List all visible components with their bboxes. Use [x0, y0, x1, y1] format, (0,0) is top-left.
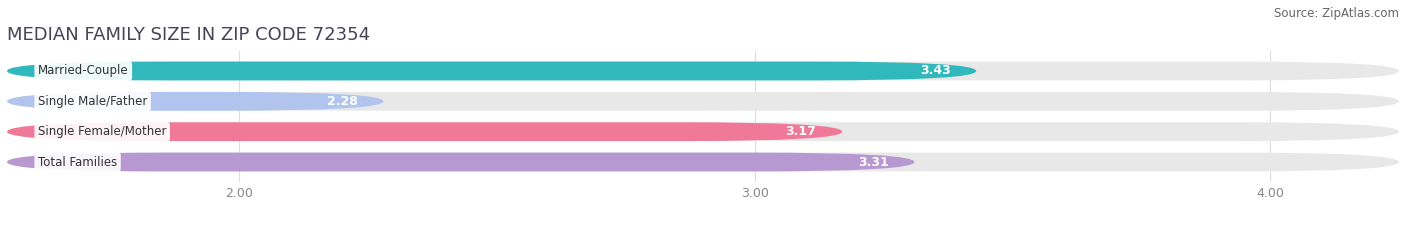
FancyBboxPatch shape	[7, 62, 1399, 80]
Text: MEDIAN FAMILY SIZE IN ZIP CODE 72354: MEDIAN FAMILY SIZE IN ZIP CODE 72354	[7, 26, 370, 44]
Text: 3.43: 3.43	[920, 65, 950, 78]
Text: 2.28: 2.28	[326, 95, 357, 108]
Text: Single Male/Father: Single Male/Father	[38, 95, 148, 108]
FancyBboxPatch shape	[7, 92, 384, 111]
Text: Married-Couple: Married-Couple	[38, 65, 128, 78]
Text: Source: ZipAtlas.com: Source: ZipAtlas.com	[1274, 7, 1399, 20]
FancyBboxPatch shape	[7, 92, 1399, 111]
Text: Total Families: Total Families	[38, 155, 117, 168]
FancyBboxPatch shape	[7, 122, 842, 141]
Text: 3.17: 3.17	[786, 125, 817, 138]
Text: Single Female/Mother: Single Female/Mother	[38, 125, 166, 138]
FancyBboxPatch shape	[7, 153, 1399, 171]
Text: 3.31: 3.31	[858, 155, 889, 168]
FancyBboxPatch shape	[7, 62, 976, 80]
FancyBboxPatch shape	[7, 122, 1399, 141]
FancyBboxPatch shape	[7, 153, 914, 171]
